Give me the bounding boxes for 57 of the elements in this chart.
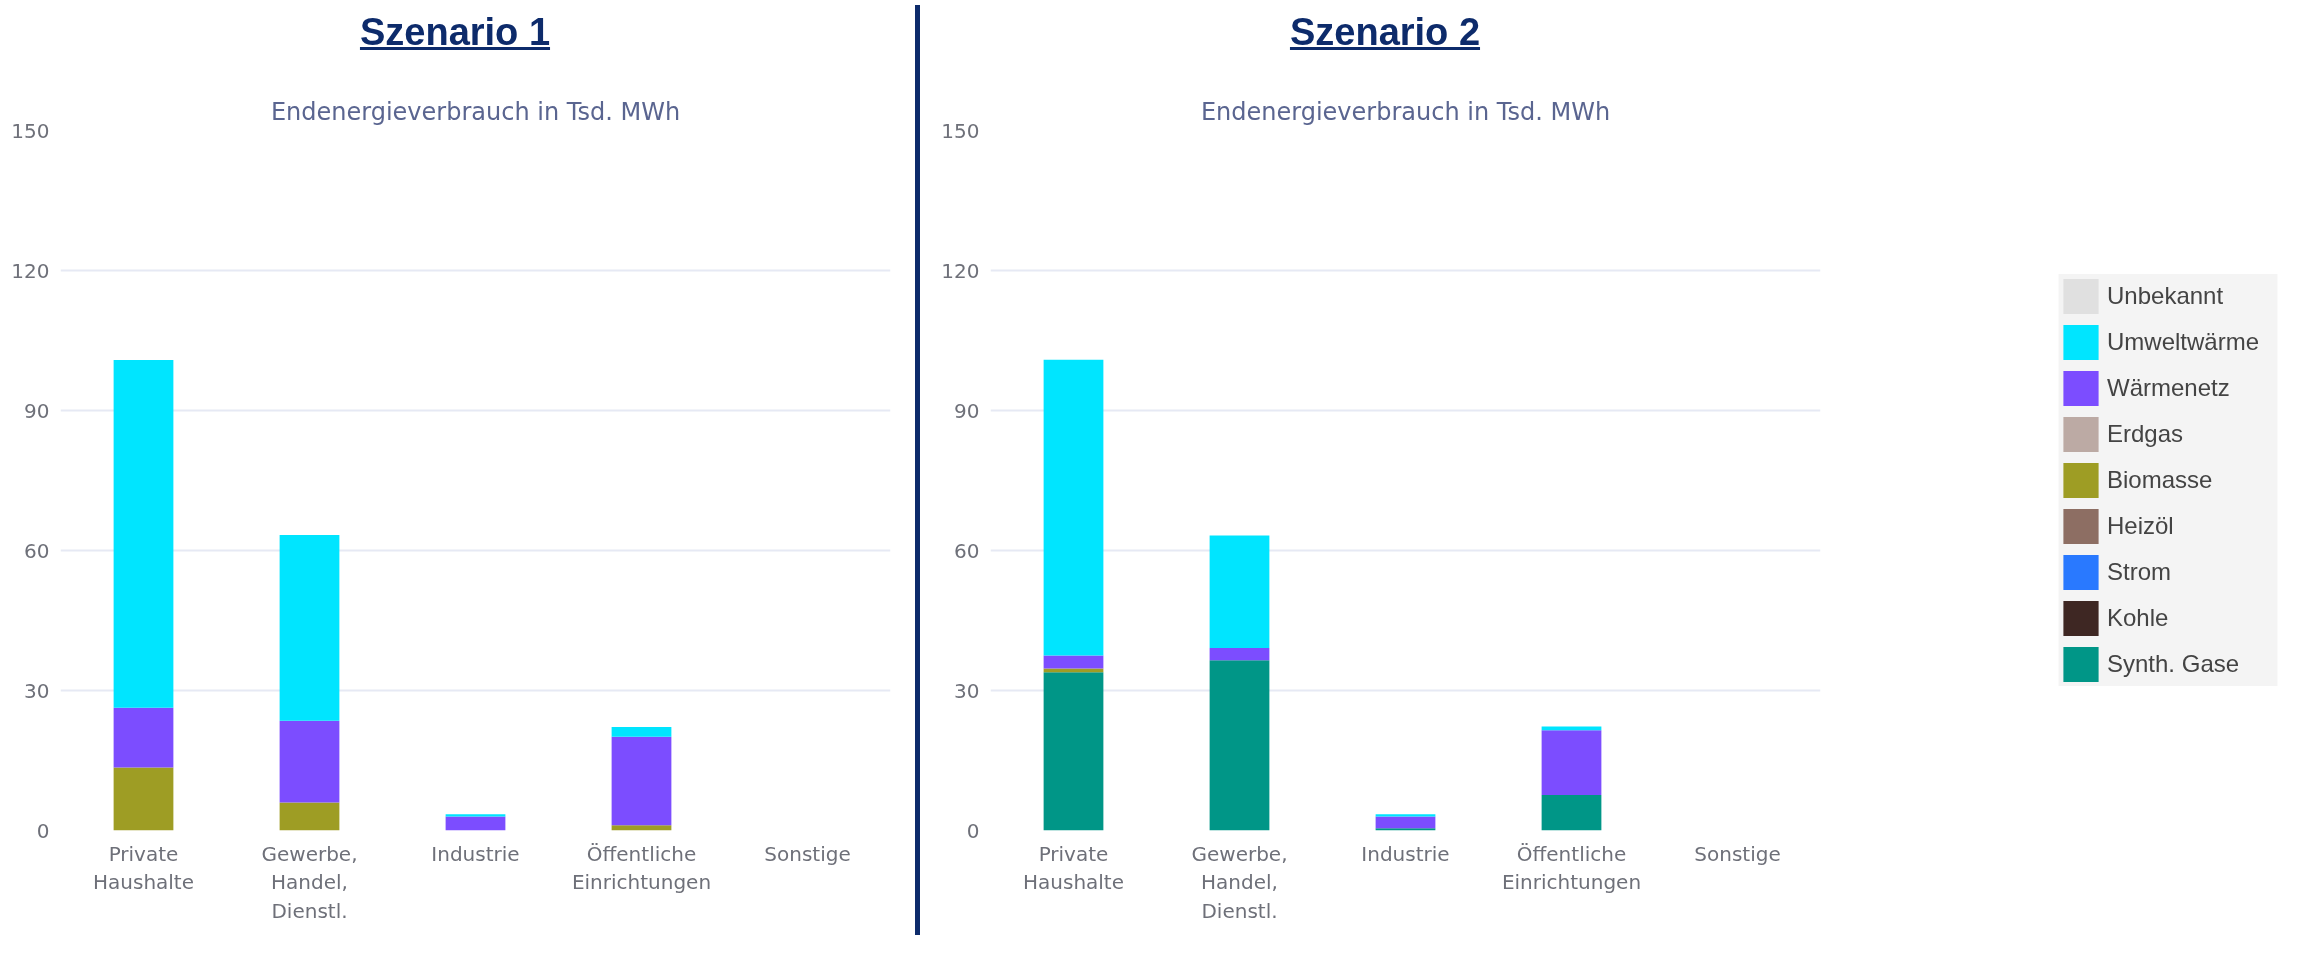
chart-subtitle: Endenergieverbrauch in Tsd. MWh <box>1200 97 1611 126</box>
x-tick-label: Industrie <box>1361 841 1450 866</box>
bar <box>1541 726 1602 731</box>
bar <box>279 535 340 721</box>
y-tick-label: 30 <box>24 678 50 703</box>
legend-label: Heizöl <box>2107 512 2175 540</box>
x-tick-label: Gewerbe, Handel, Dienstl. <box>261 841 358 924</box>
y-tick-label: 90 <box>24 398 50 423</box>
y-tick-label: 90 <box>954 398 980 423</box>
bar <box>611 825 672 831</box>
bar <box>113 360 174 708</box>
x-tick-label: Private Haushalte <box>1022 841 1125 895</box>
legend-label: Kohle <box>2107 604 2170 632</box>
x-tick-label: Öffentliche Einrichtungen <box>1501 841 1642 895</box>
bar <box>113 767 174 831</box>
bar <box>611 726 672 737</box>
legend-label: Umweltwärme <box>2107 328 2260 356</box>
y-tick-label: 120 <box>941 258 980 283</box>
bar <box>1209 535 1270 649</box>
y-tick-label: 150 <box>941 118 980 143</box>
chart-title: Szenario 2 <box>1288 10 1482 55</box>
x-tick-label: Sonstige <box>764 841 851 866</box>
bar <box>445 814 506 817</box>
legend-label: Biomasse <box>2107 466 2214 494</box>
bar <box>1043 359 1104 656</box>
bar <box>1541 795 1602 831</box>
bar <box>1043 672 1104 831</box>
bar <box>611 736 672 826</box>
bar <box>113 707 174 768</box>
y-tick-label: 0 <box>36 818 50 843</box>
y-tick-label: 150 <box>11 118 50 143</box>
chart-title: Szenario 1 <box>358 10 552 55</box>
x-tick-label: Private Haushalte <box>92 841 195 895</box>
y-tick-label: 120 <box>11 258 50 283</box>
bar <box>1541 730 1602 796</box>
legend-label: Wärmenetz <box>2107 374 2231 402</box>
legend-label: Strom <box>2107 558 2172 586</box>
legend-label: Unbekannt <box>2107 282 2225 310</box>
y-tick-label: 30 <box>954 678 980 703</box>
y-tick-label: 60 <box>954 538 980 563</box>
y-tick-label: 60 <box>24 538 50 563</box>
x-tick-label: Öffentliche Einrichtungen <box>571 841 712 895</box>
bar <box>279 802 340 831</box>
x-tick-label: Industrie <box>431 841 520 866</box>
bar <box>1375 814 1436 817</box>
x-tick-label: Sonstige <box>1694 841 1781 866</box>
bar <box>279 720 340 803</box>
legend-label: Erdgas <box>2107 420 2185 448</box>
x-tick-label: Gewerbe, Handel, Dienstl. <box>1191 841 1288 924</box>
legend-label: Synth. Gase <box>2107 650 2241 678</box>
bar <box>445 816 506 831</box>
bar <box>1209 648 1270 661</box>
chart-subtitle: Endenergieverbrauch in Tsd. MWh <box>270 97 681 126</box>
y-tick-label: 0 <box>966 818 980 843</box>
bar <box>1043 655 1104 669</box>
bar <box>1375 816 1436 829</box>
bar <box>1209 660 1270 831</box>
